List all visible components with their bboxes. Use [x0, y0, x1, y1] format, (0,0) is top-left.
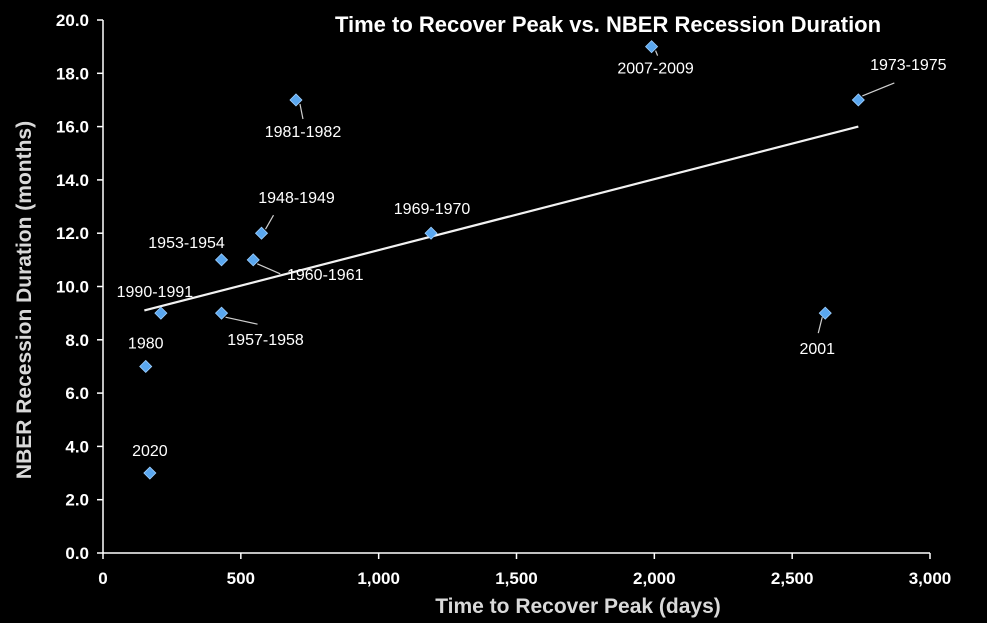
chart-title: Time to Recover Peak vs. NBER Recession …: [335, 12, 881, 37]
data-point-2007-2009: [645, 40, 659, 54]
data-point-1948-1949: [254, 226, 269, 240]
point-label-1981-1982: 1981-1982: [265, 124, 342, 141]
point-label-1957-1958: 1957-1958: [227, 332, 304, 349]
x-tick-label: 0: [98, 569, 107, 588]
point-label-1990-1991: 1990-1991: [117, 284, 194, 301]
y-tick-label: 6.0: [65, 384, 89, 403]
y-tick-label: 2.0: [65, 491, 89, 510]
data-point-1969-1970: [424, 226, 438, 240]
point-label-1948-1949: 1948-1949: [258, 190, 335, 207]
data-points: [139, 40, 865, 480]
y-tick-label: 12.0: [56, 224, 89, 243]
x-tick-label: 1,500: [495, 569, 538, 588]
point-label-1953-1954: 1953-1954: [148, 235, 225, 252]
leader-line-2001: [817, 317, 823, 334]
y-tick-label: 20.0: [56, 11, 89, 30]
data-point-1957-1958: [214, 306, 229, 320]
leader-line-1957-1958: [225, 316, 258, 325]
data-point-1960-1961: [246, 253, 260, 267]
y-ticks: 0.0 2.0 4.0 6.0 8.0 10.0 12.0 14.0 16.0 18.0 20.0: [56, 11, 103, 563]
point-label-2001: 2001: [799, 341, 835, 358]
point-label-1980: 1980: [128, 335, 164, 352]
y-tick-label: 0.0: [65, 544, 89, 563]
point-label-2020: 2020: [132, 443, 168, 460]
x-tick-label: 1,000: [357, 569, 400, 588]
point-label-1969-1970: 1969-1970: [394, 201, 471, 218]
x-tick-label: 500: [227, 569, 255, 588]
leader-line-1981-1982: [299, 103, 304, 120]
y-tick-label: 8.0: [65, 331, 89, 350]
y-tick-label: 18.0: [56, 64, 89, 83]
trendline: [144, 125, 859, 312]
leader-line-1973-1975: [862, 82, 895, 97]
leader-lines: [225, 50, 895, 334]
data-point-1990-1991: [154, 306, 168, 320]
data-point-1980: [139, 359, 153, 374]
x-tick-label: 2,500: [771, 569, 814, 588]
data-point-2020: [143, 466, 157, 480]
leader-line-2007-2009: [655, 50, 659, 56]
data-point-1981-1982: [289, 93, 303, 107]
point-label-2007-2009: 2007-2009: [617, 61, 694, 78]
data-point-1953-1954: [214, 253, 229, 267]
x-tick-label: 3,000: [909, 569, 952, 588]
x-tick-label: 2,000: [633, 569, 676, 588]
point-label-1973-1975: 1973-1975: [870, 57, 947, 74]
y-tick-label: 16.0: [56, 118, 89, 137]
leader-line-1948-1949: [264, 214, 275, 230]
data-point-2001: [818, 306, 832, 320]
y-tick-label: 4.0: [65, 437, 89, 456]
x-axis-title: Time to Recover Peak (days): [435, 595, 721, 618]
trendline-group: [144, 125, 859, 312]
y-tick-label: 14.0: [56, 171, 89, 190]
x-ticks: 0 500 1,000 1,500 2,000 2,500 3,000: [98, 553, 951, 588]
data-point-1973-1975: [851, 93, 865, 107]
point-label-1960-1961: 1960-1961: [287, 267, 364, 284]
y-tick-label: 10.0: [56, 278, 89, 297]
point-labels: 2020 1980 1990-1991 1957-1958 1953-1954 1960-…: [117, 57, 947, 460]
leader-line-1960-1961: [256, 263, 281, 275]
y-axis-title: NBER Recession Duration (months): [13, 121, 36, 479]
